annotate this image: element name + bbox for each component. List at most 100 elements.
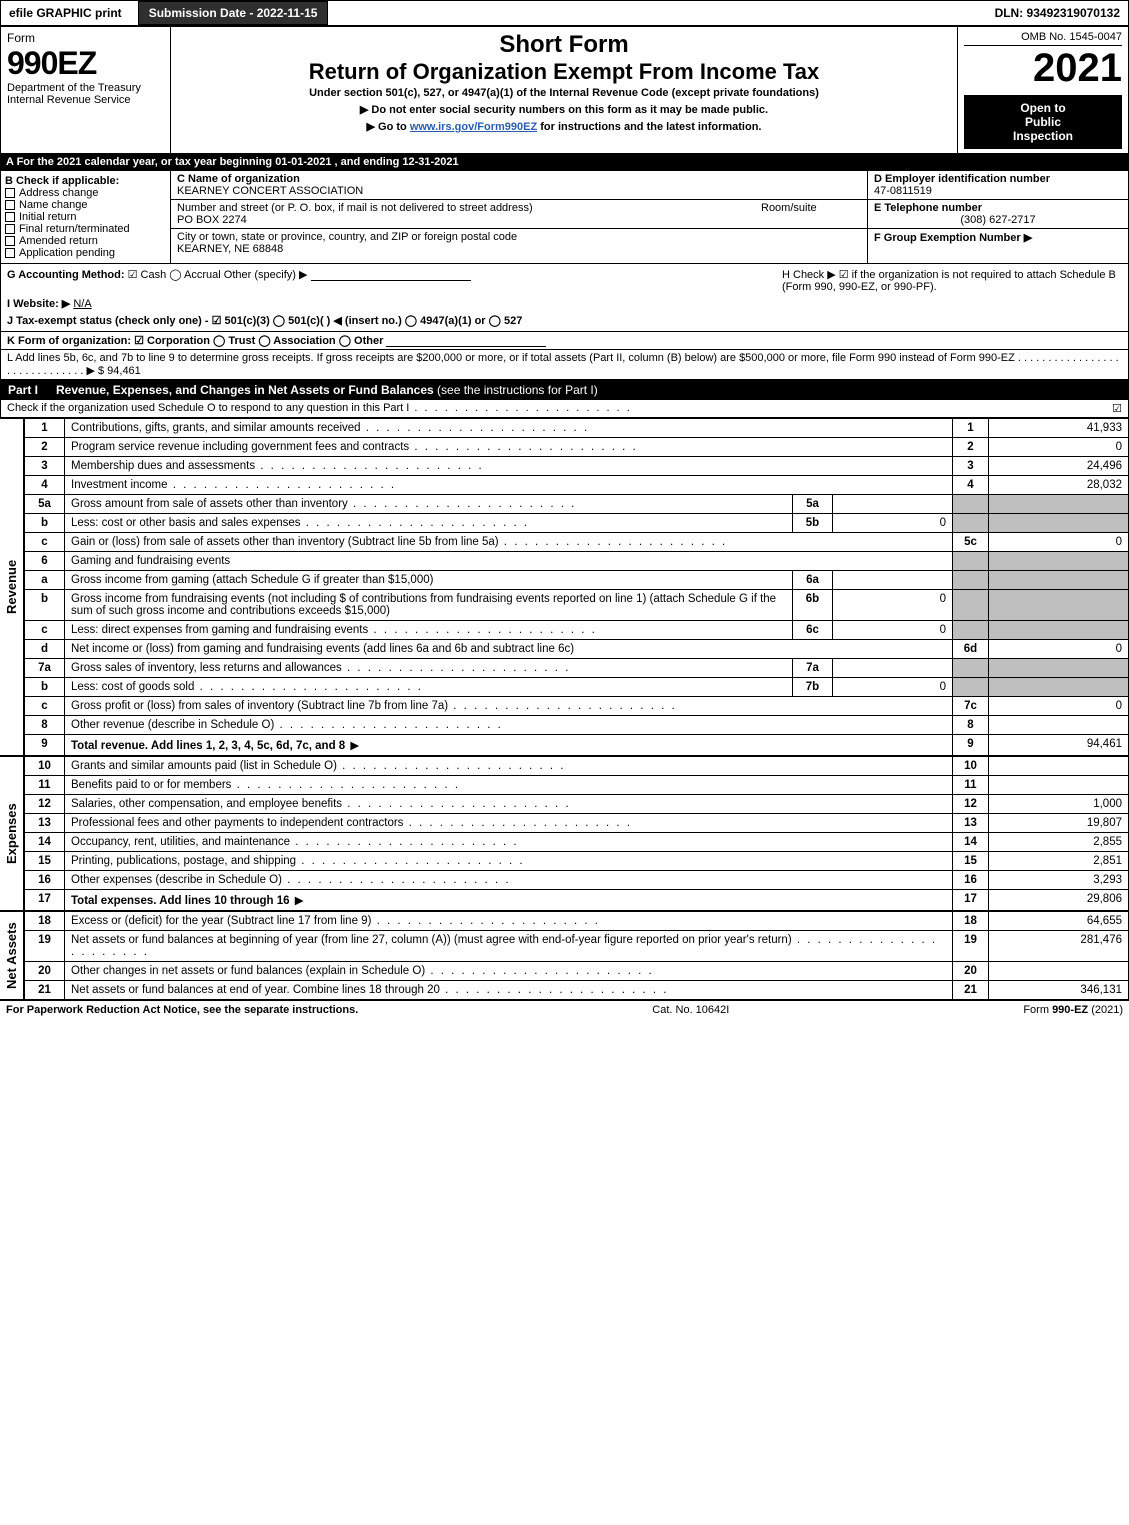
directive-goto: ▶ Go to www.irs.gov/Form990EZ for instru… (177, 120, 951, 133)
line-20-desc: Other changes in net assets or fund bala… (65, 962, 953, 981)
chk-name-change[interactable]: Name change (5, 199, 166, 211)
footer-left: For Paperwork Reduction Act Notice, see … (6, 1004, 358, 1016)
part-1-sub: Check if the organization used Schedule … (0, 400, 1129, 418)
dept-treasury: Department of the Treasury (7, 82, 164, 94)
line-7a: 7a Gross sales of inventory, less return… (25, 659, 1129, 678)
inspect-line3: Inspection (966, 129, 1120, 143)
line-5a-ref-shaded (953, 495, 989, 514)
directive-goto-post: for instructions and the latest informat… (537, 121, 761, 133)
submission-date-button[interactable]: Submission Date - 2022-11-15 (138, 1, 329, 25)
line-9-ref: 9 (953, 735, 989, 756)
chk-amended-return[interactable]: Amended return (5, 235, 166, 247)
chk-address-change-label: Address change (19, 187, 99, 199)
line-7b: b Less: cost of goods sold 7b 0 (25, 678, 1129, 697)
line-6d-desc: Net income or (loss) from gaming and fun… (65, 640, 953, 659)
revenue-group: Revenue 1 Contributions, gifts, grants, … (0, 418, 1129, 756)
room-suite-label: Room/suite (761, 202, 861, 226)
line-8-amt (989, 716, 1129, 735)
line-1-no: 1 (25, 419, 65, 438)
line-7a-desc: Gross sales of inventory, less returns a… (65, 659, 793, 678)
line-6a-no: a (25, 571, 65, 590)
return-title: Return of Organization Exempt From Incom… (177, 59, 951, 85)
line-5b-subval: 0 (833, 514, 953, 533)
line-5a-desc: Gross amount from sale of assets other t… (65, 495, 793, 514)
line-6-desc: Gaming and fundraising events (65, 552, 953, 571)
part-1-header: Part I Revenue, Expenses, and Changes in… (0, 380, 1129, 400)
line-6a-sub: 6a (793, 571, 833, 590)
part-1-title: Revenue, Expenses, and Changes in Net As… (56, 380, 1129, 400)
under-section: Under section 501(c), 527, or 4947(a)(1)… (177, 87, 951, 99)
line-5b-ref-shaded (953, 514, 989, 533)
line-2: 2 Program service revenue including gove… (25, 438, 1129, 457)
chk-final-return[interactable]: Final return/terminated (5, 223, 166, 235)
line-6b: b Gross income from fundraising events (… (25, 590, 1129, 621)
phone-row: E Telephone number (308) 627-2717 (868, 200, 1128, 229)
line-17-amt: 29,806 (989, 890, 1129, 911)
irs-link[interactable]: www.irs.gov/Form990EZ (410, 121, 537, 133)
line-5a-amt-shaded (989, 495, 1129, 514)
line-20-ref: 20 (953, 962, 989, 981)
line-2-amt: 0 (989, 438, 1129, 457)
form-number: 990EZ (7, 45, 164, 82)
line-6b-amt-shaded (989, 590, 1129, 621)
chk-cash[interactable]: ☑ Cash (128, 269, 167, 281)
chk-initial-return[interactable]: Initial return (5, 211, 166, 223)
omb-number: OMB No. 1545-0047 (964, 31, 1122, 46)
line-19: 19 Net assets or fund balances at beginn… (25, 931, 1129, 962)
line-3-desc: Membership dues and assessments (65, 457, 953, 476)
netassets-vlabel: Net Assets (0, 911, 24, 1000)
line-21: 21 Net assets or fund balances at end of… (25, 981, 1129, 1000)
line-17-desc: Total expenses. Add lines 10 through 16 (65, 890, 953, 911)
city-value: KEARNEY, NE 68848 (177, 243, 861, 255)
line-6c-sub: 6c (793, 621, 833, 640)
line-5b-desc: Less: cost or other basis and sales expe… (65, 514, 793, 533)
chk-address-change[interactable]: Address change (5, 187, 166, 199)
line-7a-amt-shaded (989, 659, 1129, 678)
line-10-desc: Grants and similar amounts paid (list in… (65, 757, 953, 776)
line-3: 3 Membership dues and assessments 3 24,4… (25, 457, 1129, 476)
ein-value: 47-0811519 (874, 185, 1122, 197)
line-9-desc: Total revenue. Add lines 1, 2, 3, 4, 5c,… (65, 735, 953, 756)
chk-application-pending[interactable]: Application pending (5, 247, 166, 259)
line-16-amt: 3,293 (989, 871, 1129, 890)
line-11-desc: Benefits paid to or for members (65, 776, 953, 795)
line-19-desc: Net assets or fund balances at beginning… (65, 931, 953, 962)
part-1-label: Part I (0, 380, 46, 400)
line-2-no: 2 (25, 438, 65, 457)
line-6a-ref-shaded (953, 571, 989, 590)
line-17: 17 Total expenses. Add lines 10 through … (25, 890, 1129, 911)
line-15-no: 15 (25, 852, 65, 871)
form-header: Form 990EZ Department of the Treasury In… (0, 26, 1129, 154)
line-14-no: 14 (25, 833, 65, 852)
part-1-title-text: Revenue, Expenses, and Changes in Net As… (56, 383, 437, 397)
line-6a-desc: Gross income from gaming (attach Schedul… (65, 571, 793, 590)
line-7b-sub: 7b (793, 678, 833, 697)
efile-label: efile GRAPHIC print (1, 2, 130, 24)
line-16-desc: Other expenses (describe in Schedule O) (65, 871, 953, 890)
line-6d: d Net income or (loss) from gaming and f… (25, 640, 1129, 659)
line-10-amt (989, 757, 1129, 776)
phone-value: (308) 627-2717 (874, 214, 1122, 226)
line-10: 10 Grants and similar amounts paid (list… (25, 757, 1129, 776)
k-label: K Form of organization: ☑ Corporation ◯ … (7, 335, 383, 347)
line-5a-subval (833, 495, 953, 514)
line-5b-amt-shaded (989, 514, 1129, 533)
line-4: 4 Investment income 4 28,032 (25, 476, 1129, 495)
line-8-desc: Other revenue (describe in Schedule O) (65, 716, 953, 735)
line-18-desc: Excess or (deficit) for the year (Subtra… (65, 912, 953, 931)
line-1-amt: 41,933 (989, 419, 1129, 438)
org-name-label: C Name of organization (177, 173, 861, 185)
line-5b: b Less: cost or other basis and sales ex… (25, 514, 1129, 533)
street-label: Number and street (or P. O. box, if mail… (177, 202, 741, 214)
line-7b-desc: Less: cost of goods sold (65, 678, 793, 697)
k-row: K Form of organization: ☑ Corporation ◯ … (0, 332, 1129, 350)
expenses-vlabel: Expenses (0, 756, 24, 911)
chk-accrual[interactable]: ◯ Accrual (169, 269, 220, 281)
chk-initial-return-label: Initial return (19, 211, 76, 223)
j-label: J Tax-exempt status (check only one) - ☑… (7, 315, 522, 327)
accrual-label: Accrual (184, 269, 221, 281)
line-6b-no: b (25, 590, 65, 621)
org-name-value: KEARNEY CONCERT ASSOCIATION (177, 185, 861, 197)
line-6c-ref-shaded (953, 621, 989, 640)
section-a-calendar-year: A For the 2021 calendar year, or tax yea… (0, 154, 1129, 170)
